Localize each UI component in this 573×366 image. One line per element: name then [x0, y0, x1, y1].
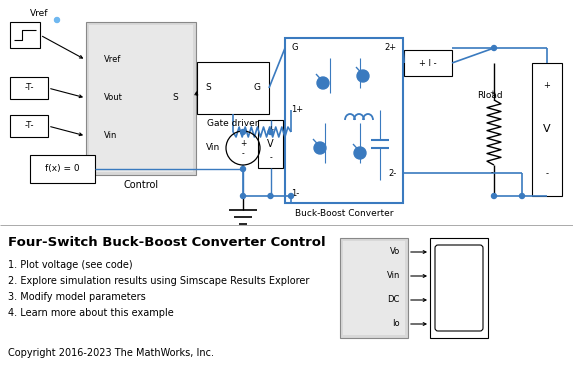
- Circle shape: [241, 130, 245, 134]
- Circle shape: [317, 77, 329, 89]
- Bar: [340, 238, 408, 338]
- Text: V: V: [267, 139, 274, 149]
- Bar: [30, 155, 95, 183]
- Text: -: -: [269, 153, 272, 163]
- Text: 1. Plot voltage (see code): 1. Plot voltage (see code): [8, 260, 132, 270]
- Text: Buck-Boost Converter: Buck-Boost Converter: [295, 209, 393, 217]
- Text: DC: DC: [387, 295, 400, 305]
- Bar: [10, 22, 40, 48]
- Circle shape: [492, 45, 496, 51]
- Text: Vin: Vin: [104, 131, 117, 141]
- Text: +: +: [240, 139, 246, 149]
- Text: f(x) = 0: f(x) = 0: [45, 164, 80, 173]
- Text: +: +: [268, 126, 274, 134]
- Text: -: -: [490, 169, 493, 175]
- Text: G: G: [291, 44, 297, 52]
- Circle shape: [55, 18, 59, 22]
- Bar: [404, 50, 452, 76]
- Circle shape: [268, 130, 273, 134]
- Bar: [197, 62, 269, 114]
- Text: +: +: [544, 81, 551, 90]
- FancyBboxPatch shape: [435, 245, 483, 331]
- Circle shape: [314, 142, 326, 154]
- Bar: [532, 63, 562, 196]
- Circle shape: [492, 194, 496, 198]
- Text: -T-: -T-: [24, 122, 34, 131]
- Text: -T-: -T-: [24, 83, 34, 93]
- Bar: [10, 115, 48, 137]
- Bar: [10, 77, 48, 99]
- Bar: [430, 238, 488, 338]
- Circle shape: [354, 147, 366, 159]
- Bar: [86, 22, 196, 175]
- Circle shape: [520, 194, 524, 198]
- Text: V: V: [543, 124, 551, 134]
- Text: S: S: [205, 83, 211, 93]
- Text: Copyright 2016-2023 The MathWorks, Inc.: Copyright 2016-2023 The MathWorks, Inc.: [8, 348, 214, 358]
- Text: Vin: Vin: [206, 143, 220, 153]
- Text: G: G: [254, 83, 261, 93]
- Bar: [258, 120, 283, 168]
- Text: Four-Switch Buck-Boost Converter Control: Four-Switch Buck-Boost Converter Control: [8, 236, 325, 249]
- Text: 3. Modify model parameters: 3. Modify model parameters: [8, 292, 146, 302]
- Text: + I -: + I -: [419, 59, 437, 67]
- Text: 1+: 1+: [291, 105, 303, 115]
- Text: Vref: Vref: [104, 56, 121, 64]
- Text: 1-: 1-: [291, 188, 299, 198]
- Circle shape: [288, 194, 293, 198]
- Bar: [285, 38, 403, 203]
- Text: Control: Control: [123, 180, 159, 190]
- Text: 4. Learn more about this example: 4. Learn more about this example: [8, 308, 174, 318]
- Bar: [89, 25, 193, 172]
- Text: Vout: Vout: [104, 93, 123, 102]
- Text: S: S: [172, 93, 178, 102]
- Circle shape: [241, 167, 245, 172]
- Text: -: -: [242, 149, 244, 158]
- Text: Vref: Vref: [30, 10, 49, 19]
- Text: Rload: Rload: [477, 90, 503, 100]
- Text: +: +: [489, 90, 495, 96]
- Text: 2. Explore simulation results using Simscape Results Explorer: 2. Explore simulation results using Sims…: [8, 276, 309, 286]
- Text: Gate driver: Gate driver: [207, 120, 259, 128]
- Text: 2-: 2-: [388, 168, 397, 178]
- Circle shape: [357, 70, 369, 82]
- Text: Vin: Vin: [387, 272, 400, 280]
- Circle shape: [268, 194, 273, 198]
- Bar: [343, 241, 405, 335]
- Circle shape: [54, 18, 60, 22]
- Text: Vo: Vo: [390, 247, 400, 257]
- Text: -: -: [545, 169, 548, 179]
- Text: 2+: 2+: [385, 44, 397, 52]
- Circle shape: [241, 194, 245, 198]
- Text: Io: Io: [393, 320, 400, 329]
